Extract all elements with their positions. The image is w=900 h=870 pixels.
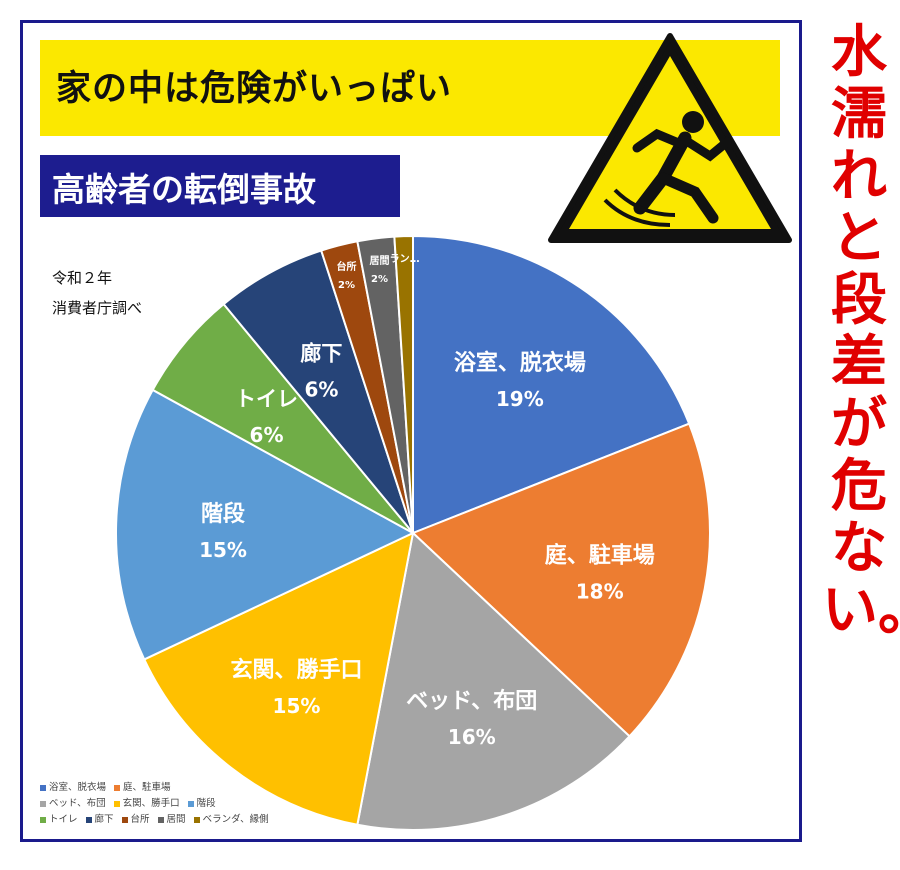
slice-value-1: 18% xyxy=(576,580,624,604)
slip-hazard-icon xyxy=(548,33,792,243)
pie-slice-9 xyxy=(393,234,414,534)
slice-label-5: トイレ xyxy=(235,387,298,411)
pie-slice-3 xyxy=(142,531,415,826)
pie-slice-1 xyxy=(411,422,711,738)
legend-label: 居間 xyxy=(166,814,186,825)
legend-row: トイレ 廊下 台所 居間 ベランダ、縁側 xyxy=(40,812,360,828)
slice-label-2: ベッド、布団 xyxy=(406,688,537,714)
legend-item-6: 廊下 xyxy=(85,812,114,828)
legend-swatch xyxy=(40,800,46,807)
slice-label-6: 廊下 xyxy=(300,341,342,365)
slice-value-0: 19% xyxy=(496,387,544,411)
slice-value-7: 2% xyxy=(338,280,355,291)
legend-item-9: ベランダ、縁側 xyxy=(193,812,269,828)
legend-label: 浴室、脱衣場 xyxy=(49,782,107,793)
chart-legend: 浴室、脱衣場 庭、駐車場ベッド、布団 玄関、勝手口 階段トイレ 廊下 台所 居間 ベランダ、縁… xyxy=(40,780,360,828)
source-year: 令和２年 xyxy=(52,269,113,287)
subtitle: 高齢者の転倒事故 xyxy=(52,170,316,209)
page-title: 家の中は危険がいっぱい xyxy=(56,69,453,109)
slice-value-5: 6% xyxy=(250,423,284,447)
legend-swatch xyxy=(40,816,46,823)
slice-label-8: 居間 xyxy=(369,255,389,267)
legend-row: 浴室、脱衣場 庭、駐車場 xyxy=(40,780,360,796)
legend-row: ベッド、布団 玄関、勝手口 階段 xyxy=(40,796,360,812)
slice-label-1: 庭、駐車場 xyxy=(545,543,655,569)
slice-value-6: 6% xyxy=(304,377,338,401)
slice-label-4: 階段 xyxy=(201,501,245,527)
legend-swatch xyxy=(114,784,121,791)
legend-swatch xyxy=(121,816,128,823)
slice-label-3: 玄関、勝手口 xyxy=(230,657,362,683)
legend-item-7: 台所 xyxy=(121,812,150,828)
legend-label: ベランダ、縁側 xyxy=(202,814,269,825)
legend-swatch xyxy=(193,816,200,823)
slice-label-7: 台所 xyxy=(337,260,357,273)
slice-value-2: 16% xyxy=(448,725,496,749)
legend-item-3: 玄関、勝手口 xyxy=(113,796,180,812)
legend-item-5: トイレ xyxy=(40,812,78,828)
legend-label: ベッド、布団 xyxy=(49,798,106,809)
source-agency: 消費者庁調べ xyxy=(52,299,143,317)
slice-value-3: 15% xyxy=(273,694,321,718)
subtitle-box xyxy=(40,155,400,217)
pie-slice-0 xyxy=(412,234,691,535)
slice-label-9: ラン… xyxy=(390,253,420,265)
legend-item-8: 居間 xyxy=(157,812,186,828)
side-caption: 水濡れと段差が危ない。 xyxy=(822,20,900,643)
legend-swatch xyxy=(40,784,46,791)
legend-item-2: ベッド、布団 xyxy=(40,796,106,812)
legend-swatch xyxy=(113,800,120,807)
slice-value-8: 2% xyxy=(371,274,388,285)
slice-value-4: 15% xyxy=(199,538,247,562)
legend-label: トイレ xyxy=(49,814,78,825)
legend-item-0: 浴室、脱衣場 xyxy=(40,780,106,796)
legend-label: 台所 xyxy=(130,814,150,825)
legend-label: 玄関、勝手口 xyxy=(122,798,180,809)
legend-label: 庭、駐車場 xyxy=(123,782,171,793)
legend-label: 廊下 xyxy=(94,814,114,825)
legend-swatch xyxy=(85,816,92,823)
slice-label-0: 浴室、脱衣場 xyxy=(454,350,586,376)
legend-item-1: 庭、駐車場 xyxy=(114,780,171,796)
legend-swatch xyxy=(157,816,164,823)
legend-item-4: 階段 xyxy=(187,796,216,812)
legend-swatch xyxy=(187,800,194,807)
pie-slice-4 xyxy=(115,388,416,661)
pie-slice-2 xyxy=(356,531,631,831)
legend-label: 階段 xyxy=(196,798,216,809)
